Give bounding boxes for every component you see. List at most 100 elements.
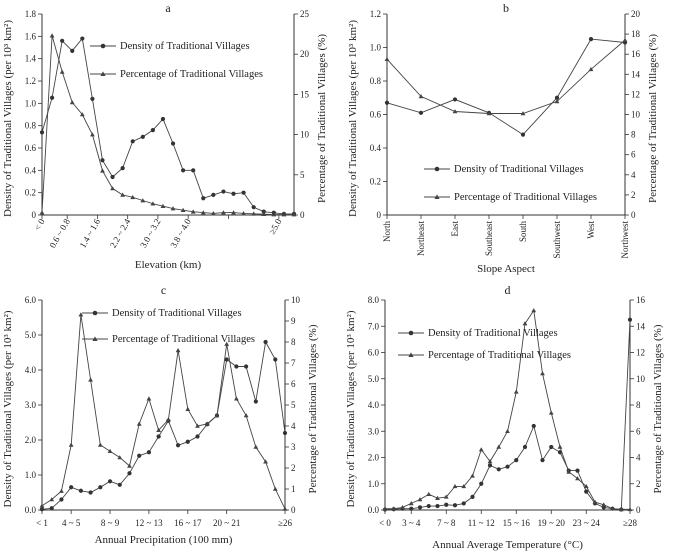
x-tick-label: 2.2 ~ 2.4 — [108, 217, 133, 250]
density-point — [49, 95, 55, 100]
percentage-point — [185, 406, 191, 411]
y2-tick-label: 10 — [636, 374, 646, 384]
panel-title: d — [505, 283, 511, 297]
density-point — [452, 97, 458, 102]
percentage-point — [520, 111, 526, 116]
y2-tick-label: 12 — [631, 89, 640, 99]
density-point — [444, 502, 449, 507]
density-point — [80, 36, 85, 41]
percentage-point — [426, 491, 432, 497]
legend-marker-triangle — [100, 71, 106, 76]
x-tick-label: Southwest — [552, 221, 562, 259]
x-tick-label: Northeast — [416, 221, 426, 256]
y2-tick-label: 8 — [291, 337, 296, 347]
legend-label: Density of Traditional Villages — [428, 328, 558, 339]
legend-entry: Percentage of Traditional Villages — [82, 334, 255, 345]
x-tick-label: East — [450, 221, 460, 237]
density-point — [88, 490, 93, 495]
y-tick-label: 1.6 — [25, 31, 37, 41]
x-tick-label: 7 ~ 8 — [437, 518, 456, 528]
density-point — [241, 190, 246, 195]
legend-marker-circle — [92, 310, 98, 316]
x-tick-label: South — [518, 221, 528, 243]
percentage-point — [150, 201, 156, 206]
percentage-point — [190, 209, 196, 214]
y-tick-label: 0.6 — [370, 110, 382, 120]
density-point — [107, 479, 113, 484]
y-tick-label: 2.0 — [25, 435, 37, 445]
y-tick-label: 1.2 — [370, 9, 381, 19]
density-point — [59, 497, 64, 502]
legend-marker-triangle — [434, 194, 440, 199]
x-tick-label: 0.6 ~ 0.8 — [47, 217, 72, 250]
panel-b: b 0 0.2 0.4 0.6 0.8 1.0 1.2 0 2 4 6 8 10 12 14 16 18 20 Nor… — [347, 1, 659, 275]
x-tick-label: 20 ~ 21 — [213, 518, 240, 528]
y2-tick-label: 15 — [300, 89, 310, 99]
percentage-point — [221, 210, 226, 215]
density-point — [417, 505, 423, 510]
legend-marker-circle — [434, 166, 440, 172]
density-point — [156, 434, 161, 439]
x-tick-label: < 0 — [379, 518, 391, 528]
percentage-point — [263, 459, 268, 464]
density-point — [588, 37, 594, 42]
series-line-percentage — [386, 39, 626, 114]
percentage-point — [272, 486, 278, 491]
legend-marker-circle — [408, 330, 414, 336]
density-point — [627, 317, 633, 322]
density-point — [253, 399, 258, 404]
legend-entry: Density of Traditional Villages — [90, 41, 250, 52]
percentage-point — [461, 483, 467, 489]
y-tick-label: 0.4 — [370, 143, 382, 153]
legend-entry: Percentage of Traditional Villages — [90, 69, 263, 80]
x-tick-label: Northwest — [620, 221, 630, 259]
percentage-point — [136, 421, 142, 426]
percentage-point — [100, 168, 105, 173]
density-point — [120, 166, 125, 171]
x-tick-label: ≥5.0 — [267, 217, 284, 236]
percentage-point — [384, 56, 390, 62]
percentage-point — [243, 413, 249, 418]
percentage-point — [531, 308, 537, 313]
density-point — [90, 96, 95, 101]
x-axis-label: Annual Precipitation (100 mm) — [95, 534, 233, 546]
density-point — [549, 444, 554, 450]
percentage-point — [627, 506, 633, 512]
percentage-point — [435, 495, 440, 500]
y2-tick-label: 0 — [291, 505, 296, 515]
y-tick-label: 0 — [377, 210, 382, 220]
x-tick-label: 1.4 ~ 1.6 — [78, 217, 103, 250]
percentage-point — [522, 321, 528, 326]
percentage-point — [583, 483, 589, 489]
legend-label: Density of Traditional Villages — [454, 164, 584, 175]
density-point — [98, 485, 103, 490]
percentage-point — [418, 94, 424, 99]
density-point — [150, 128, 155, 133]
percentage-point — [200, 210, 206, 215]
y-axis-label: Density of Traditional Villages (per 10³… — [345, 310, 357, 507]
percentage-point — [156, 427, 162, 432]
density-point — [575, 468, 580, 473]
x-axis-label: Annual Average Temperature (°C) — [432, 539, 583, 551]
y2-axis-label: Percentage of Traditional Villages (%) — [307, 324, 319, 493]
y-tick-label: 7.0 — [368, 321, 380, 331]
panel-title: a — [165, 1, 171, 15]
y2-tick-label: 20 — [631, 9, 641, 19]
x-tick-label: 8 ~ 9 — [101, 518, 120, 528]
percentage-point — [261, 211, 267, 216]
percentage-point — [566, 469, 572, 474]
percentage-point — [88, 377, 93, 382]
percentage-point — [487, 459, 493, 464]
percentage-point — [97, 442, 103, 447]
density-point — [181, 168, 186, 173]
legend-marker-triangle — [408, 352, 414, 357]
y-tick-label: 0.0 — [25, 505, 37, 515]
density-point — [160, 116, 166, 122]
percentage-point — [120, 192, 126, 197]
y2-tick-label: 10 — [631, 110, 641, 120]
percentage-point — [69, 100, 75, 105]
density-point — [496, 467, 501, 472]
percentage-point — [140, 198, 146, 203]
y-axis-label: Density of Traditional Villages (per 10³… — [2, 20, 14, 217]
density-point — [540, 458, 545, 463]
